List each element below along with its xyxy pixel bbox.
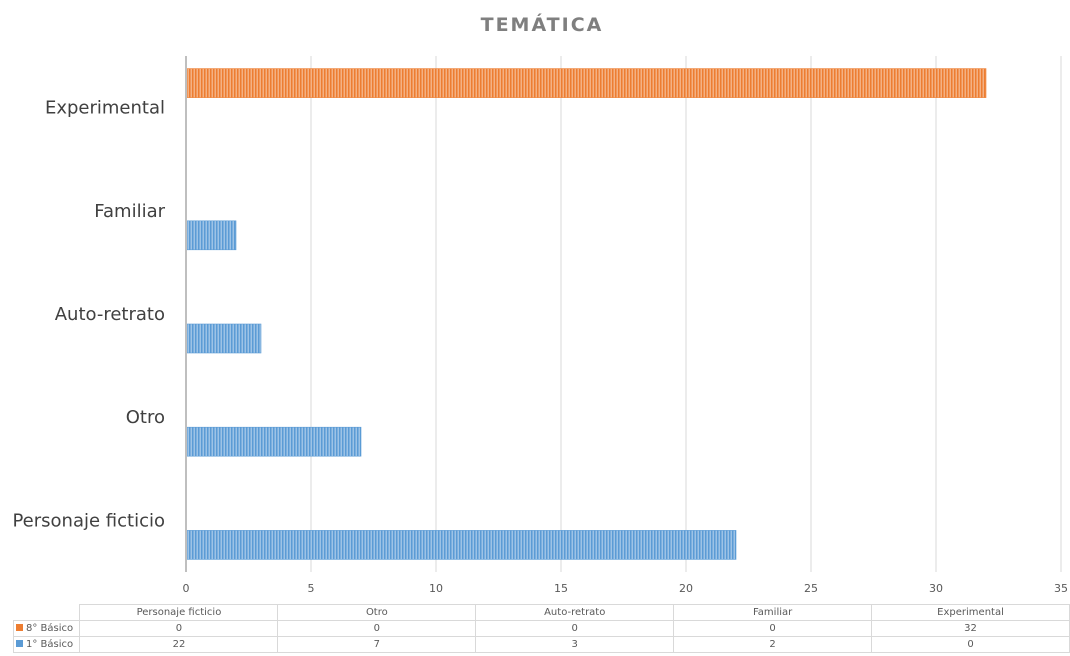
- legend-swatch-8-basico: [16, 624, 23, 631]
- data-cell-8-auto-retrato: 0: [475, 620, 675, 637]
- data-cell-1-experimental: 0: [871, 636, 1070, 653]
- y-category-label-otro: Otro: [126, 407, 165, 428]
- x-tick-label-25: 25: [804, 582, 818, 595]
- x-tick-label-0: 0: [183, 582, 190, 595]
- data-table-header-auto-retrato: Auto-retrato: [475, 604, 675, 621]
- data-cell-8-otro: 0: [277, 620, 477, 637]
- data-table-header-otro: Otro: [277, 604, 477, 621]
- chart-title: TEMÁTICA: [481, 13, 604, 36]
- data-table-header-familiar: Familiar: [673, 604, 873, 621]
- x-tick-label-15: 15: [554, 582, 568, 595]
- x-tick-label-10: 10: [429, 582, 443, 595]
- data-cell-1-auto-retrato: 3: [475, 636, 675, 653]
- data-table-rowhead-8-basico: 8° Básico: [12, 620, 81, 637]
- data-table-row-8-basico: 8° Básico 0 0 0 0 32: [12, 620, 1070, 637]
- y-category-label-auto-retrato: Auto-retrato: [55, 304, 165, 325]
- data-table-header-row: Personaje ficticio Otro Auto-retrato Fam…: [13, 604, 1070, 621]
- y-category-label-familiar: Familiar: [94, 201, 165, 222]
- y-category-label-experimental: Experimental: [45, 98, 165, 119]
- bar-1-basico-familiar: [185, 220, 237, 251]
- data-table-rowhead-1-basico: 1° Básico: [12, 636, 81, 653]
- data-cell-1-personaje-ficticio: 22: [79, 636, 279, 653]
- data-table: Personaje ficticio Otro Auto-retrato Fam…: [12, 604, 1070, 653]
- series-name-8-basico: 8° Básico: [26, 623, 74, 634]
- bar-chart: TEMÁTICA 0 5 10 15 20 25 30 35 Personaje fictici…: [12, 13, 1068, 595]
- bar-8-basico-experimental: [185, 68, 987, 98]
- data-table-row-1-basico: 1° Básico 22 7 3 2 0: [12, 636, 1070, 653]
- data-cell-8-familiar: 0: [673, 620, 873, 637]
- bar-1-basico-personaje-ficticio: [185, 530, 737, 560]
- x-tick-label-30: 30: [929, 582, 943, 595]
- bar-1-basico-auto-retrato: [185, 323, 262, 354]
- data-cell-1-otro: 7: [277, 636, 477, 653]
- data-cell-1-familiar: 2: [673, 636, 873, 653]
- bar-1-basico-otro: [185, 426, 362, 457]
- x-tick-label-5: 5: [308, 582, 315, 595]
- data-cell-8-experimental: 32: [871, 620, 1070, 637]
- legend-swatch-1-basico: [16, 640, 23, 647]
- series-name-1-basico: 1° Básico: [26, 639, 74, 650]
- x-tick-label-20: 20: [679, 582, 693, 595]
- data-table-corner: [13, 604, 81, 621]
- data-table-header-experimental: Experimental: [871, 604, 1070, 621]
- x-tick-label-35: 35: [1054, 582, 1068, 595]
- data-cell-8-personaje-ficticio: 0: [79, 620, 279, 637]
- y-category-label-personaje-ficticio: Personaje ficticio: [12, 510, 165, 531]
- data-table-header-personaje-ficticio: Personaje ficticio: [79, 604, 279, 621]
